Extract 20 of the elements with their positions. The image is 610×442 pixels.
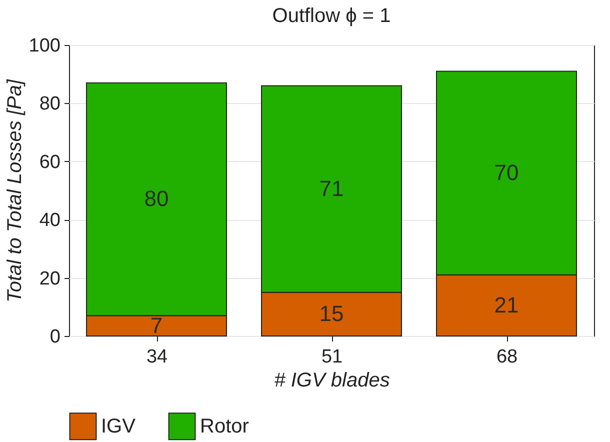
legend-label: Rotor — [200, 415, 250, 438]
y-tick-label: 100 — [28, 36, 60, 56]
y-tick-label: 40 — [39, 210, 60, 232]
data-label: 80 — [144, 186, 169, 212]
x-tick-label: 34 — [146, 346, 168, 368]
x-axis-title: # IGV blades — [274, 370, 390, 392]
chart-title: Outflow ϕ = 1 — [272, 5, 391, 27]
y-axis-title: Total to Total Losses [Pa] — [4, 79, 26, 303]
legend-label: IGV — [101, 415, 136, 438]
data-label: 21 — [494, 292, 519, 318]
y-tick-label: 0 — [50, 326, 60, 348]
x-tick-label: 51 — [321, 346, 343, 368]
data-label: 70 — [494, 160, 519, 186]
y-tick-label: 60 — [39, 152, 60, 173]
data-label: 71 — [319, 176, 344, 202]
x-tick-label: 68 — [496, 346, 518, 368]
y-tick-label: 20 — [39, 268, 60, 290]
y-tick-label: 80 — [39, 94, 60, 115]
data-label: 15 — [319, 301, 344, 326]
data-label: 7 — [150, 312, 163, 338]
